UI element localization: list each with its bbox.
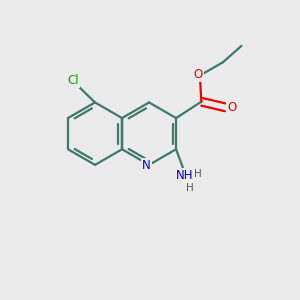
Text: O: O	[227, 100, 237, 114]
Text: H: H	[194, 169, 202, 179]
Text: N: N	[142, 159, 151, 172]
Text: H: H	[186, 183, 194, 193]
Text: O: O	[194, 68, 203, 82]
Text: NH: NH	[176, 169, 194, 182]
Text: Cl: Cl	[68, 74, 80, 87]
